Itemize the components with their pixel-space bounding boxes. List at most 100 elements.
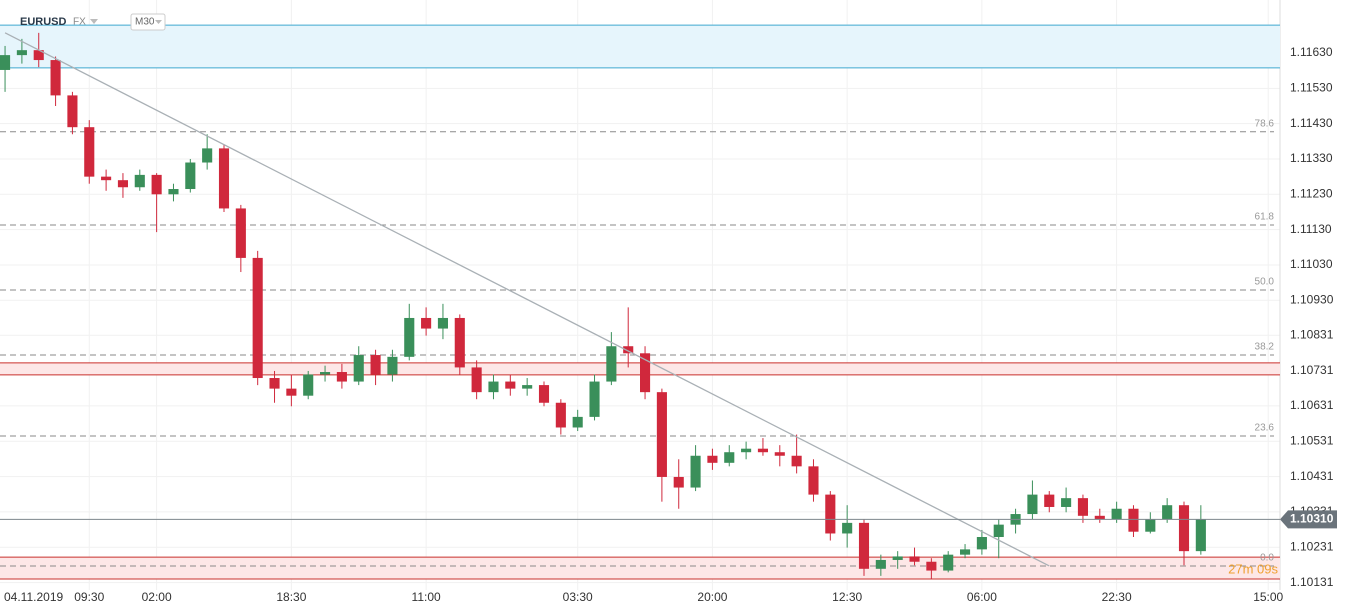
- trend-line: [4, 32, 1050, 567]
- y-tick-label: 1.10831: [1290, 327, 1334, 341]
- candle-body: [741, 448, 752, 453]
- candle-body: [320, 372, 331, 375]
- candle-body: [538, 385, 550, 403]
- y-tick-label: 1.11330: [1290, 151, 1333, 165]
- candle-body: [505, 381, 516, 389]
- y-tick-label: 1.10731: [1290, 363, 1334, 377]
- x-tick-label: 11:00: [412, 590, 441, 604]
- candle-body: [926, 561, 937, 571]
- candle-body: [488, 381, 499, 393]
- zone: [0, 25, 1280, 68]
- candle-body: [471, 367, 482, 393]
- candle-body: [842, 522, 853, 534]
- candle-body: [960, 549, 971, 555]
- candle-body: [909, 556, 920, 562]
- market: FX: [73, 17, 86, 28]
- candle-body: [454, 317, 465, 368]
- candle-body: [875, 559, 886, 569]
- candle-body: [336, 372, 347, 382]
- candle-body: [606, 346, 617, 382]
- x-tick-label: 02:00: [142, 590, 172, 604]
- candle-body: [387, 356, 398, 375]
- x-tick-label: 18:30: [276, 590, 306, 604]
- dropdown-arrow[interactable]: [155, 20, 162, 24]
- fib-label: 50.0: [1255, 277, 1275, 288]
- x-tick-label: 04.11.2019: [4, 590, 63, 604]
- candle-body: [16, 50, 27, 56]
- candle-body: [993, 524, 1004, 538]
- candle-body: [1145, 519, 1156, 532]
- y-tick-label: 1.10531: [1290, 433, 1334, 447]
- candle-body: [673, 476, 684, 488]
- fib-label: 23.6: [1255, 423, 1275, 434]
- x-tick-label: 20:00: [697, 590, 727, 604]
- candle-body: [724, 452, 735, 463]
- candle-body: [370, 355, 381, 375]
- y-tick-label: 1.11030: [1290, 257, 1333, 271]
- candle-body: [656, 392, 667, 477]
- y-tick-label: 1.10930: [1290, 292, 1334, 306]
- timeframe[interactable]: M30: [135, 17, 155, 28]
- y-tick-label: 1.10231: [1290, 539, 1334, 553]
- candle-body: [757, 448, 768, 453]
- candle-body: [976, 537, 987, 550]
- candle-body: [84, 127, 95, 177]
- candle-body: [825, 494, 836, 534]
- price-tag-label: 1.10310: [1290, 512, 1334, 526]
- y-tick-label: 1.11630: [1290, 45, 1333, 59]
- candle-body: [522, 385, 533, 389]
- countdown: 27m 09s: [1228, 561, 1278, 576]
- marks-layer: [0, 32, 1280, 580]
- y-tick-label: 1.11530: [1290, 80, 1333, 94]
- candle-body: [589, 381, 600, 417]
- candle-body: [707, 455, 718, 463]
- candle-body: [404, 317, 415, 357]
- candle-body: [101, 176, 112, 181]
- price-tag: [1280, 510, 1337, 529]
- y-tick-label: 1.10431: [1290, 469, 1334, 483]
- candle-body: [1178, 505, 1190, 552]
- candle-body: [33, 50, 44, 61]
- candle-body: [1128, 508, 1139, 532]
- candle-body: [858, 522, 870, 569]
- candle-body: [67, 95, 78, 128]
- fib-label: 61.8: [1255, 212, 1275, 223]
- background-layer: 78.6 61.8 50.0 38.2 23.6 0.0: [0, 0, 1281, 590]
- x-tick-label: 03:30: [563, 590, 593, 604]
- candle-body: [151, 174, 162, 195]
- dropdown-arrow[interactable]: [90, 19, 98, 24]
- y-tick-label: 1.11430: [1290, 116, 1333, 130]
- x-tick-label: 22:30: [1102, 590, 1132, 604]
- candle-body: [134, 174, 145, 188]
- x-tick-label: 12:30: [832, 590, 862, 604]
- candle-body: [1195, 519, 1206, 552]
- candle-body: [218, 148, 230, 209]
- candle-body: [252, 257, 263, 379]
- timeframe-box[interactable]: [130, 13, 166, 31]
- candle-body: [0, 55, 11, 70]
- candle-body: [791, 455, 802, 467]
- candle-body: [690, 455, 701, 488]
- candle-body: [168, 189, 179, 195]
- candle-body: [892, 556, 903, 560]
- candle-body: [943, 554, 954, 571]
- candle-body: [1094, 515, 1105, 520]
- fib-label: 38.2: [1255, 342, 1275, 353]
- candle-body: [1111, 508, 1122, 520]
- x-tick-label: 09:30: [74, 590, 104, 604]
- fib-label: 0.0: [1260, 553, 1274, 564]
- candle-body: [202, 148, 213, 163]
- x-tick-label: 15:00: [1253, 590, 1283, 604]
- candle-body: [555, 402, 566, 428]
- candle-body: [185, 162, 196, 190]
- candle-body: [1044, 494, 1055, 507]
- candle-body: [572, 416, 583, 428]
- candle-body: [235, 208, 246, 258]
- y-tick-label: 1.11130: [1290, 222, 1332, 236]
- candle-body: [1027, 494, 1038, 515]
- candle-body: [421, 317, 432, 329]
- zone: [0, 557, 1280, 580]
- symbol[interactable]: EURUSD: [20, 16, 67, 28]
- candle-body: [1162, 505, 1173, 520]
- candle-body: [286, 388, 297, 396]
